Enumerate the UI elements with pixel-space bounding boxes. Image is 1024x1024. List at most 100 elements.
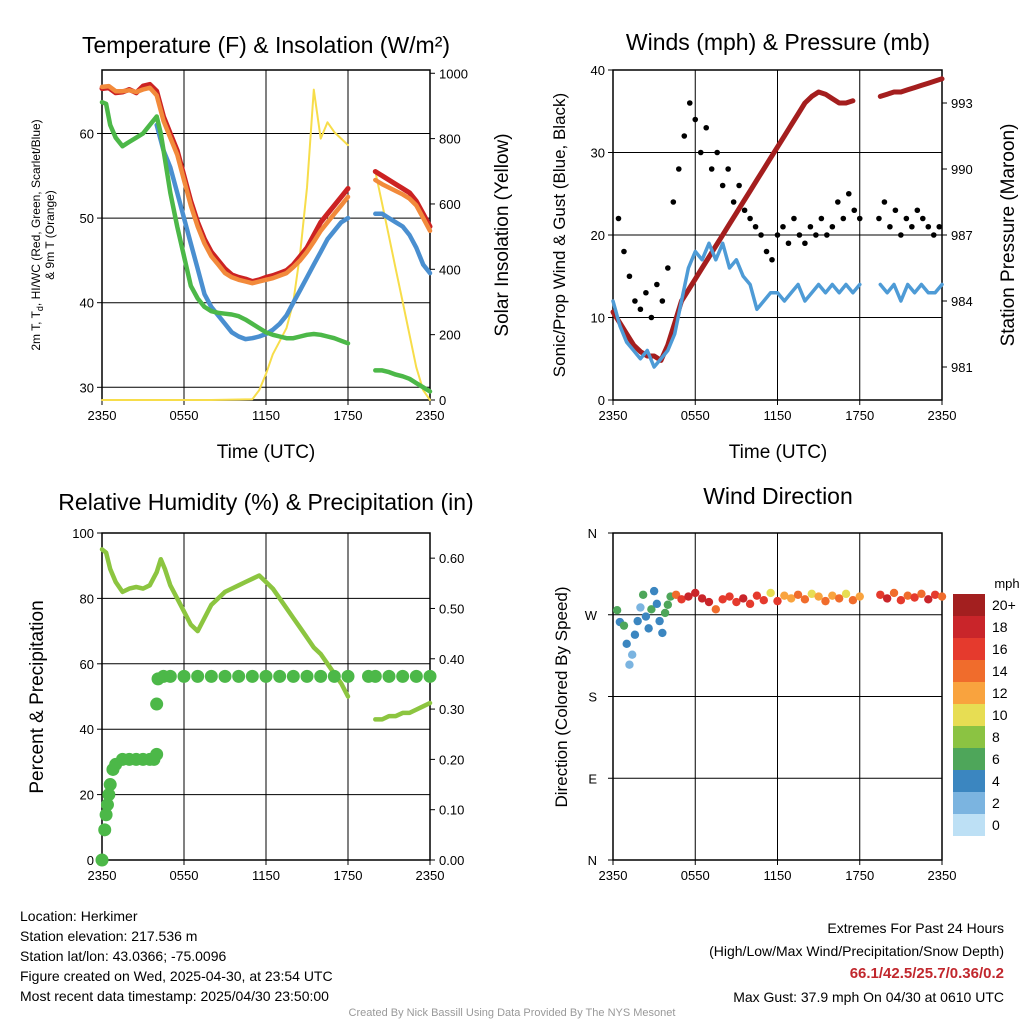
wdir-y-tick-label: S [588,690,597,705]
temp-series-scarlet_blue [154,122,351,342]
temp-y2-tick-label: 800 [439,132,461,147]
wind-direction-point [814,592,823,601]
temp-y2-tick-label: 1000 [439,66,468,81]
gust-point [769,256,775,263]
gust-point [780,223,786,230]
precip-point [163,669,177,683]
wind-direction-point [677,595,686,604]
wind-direction-point [622,639,631,649]
wind-direction-point [855,592,864,601]
rh-series-line [99,547,351,699]
wind-direction-point [649,586,659,596]
temp-series-scarlet_blue [373,211,433,276]
winds-y-axis-label: Sonic/Prop Wind & Gust (Blue, Black) [550,93,569,377]
winds-panel: 2350 0550 1150 1750 235001020304098198498799… [550,29,1019,463]
wind-direction-point [619,621,629,630]
wdir-x-tick-label: 2350 [928,868,957,883]
rh-series-line [373,700,433,722]
legend-swatch [953,770,985,792]
temp-y-tick-label: 50 [80,211,94,226]
gust-point [730,199,737,205]
gust-point [930,232,937,238]
gust-point [670,199,677,205]
wind-direction-point [704,597,714,607]
temp-y2-axis-label: Solar Insolation (Yellow) [492,133,513,336]
temp-series-green [373,368,433,394]
wind-direction-point [930,590,940,599]
rh-x-tick-label: 0550 [170,868,199,883]
precip-point [191,669,205,683]
winds-y-tick-label: 30 [591,146,605,161]
rh-y2-tick-label: 0.30 [439,702,464,717]
legend-swatch [953,660,985,682]
wind-direction-point [773,596,782,606]
winds-y-tick-label: 20 [591,228,605,243]
precip-point [218,669,232,683]
wind-direction-point [889,588,899,598]
rh-y2-tick-label: 0.00 [439,853,464,868]
temp-series-yellow [374,170,431,401]
temp-y-label-part1: 2m T, T [29,310,43,350]
winds-y-tick-label: 40 [591,63,605,78]
wind-direction-point [800,595,810,604]
temp-y2-tick-label: 600 [439,197,461,212]
rh-y-tick-label: 100 [72,526,94,541]
gust-point [835,199,841,205]
gust-point [785,240,792,247]
wind-direction-point [937,592,947,601]
gust-point [686,100,693,106]
gust-point [813,232,819,238]
temperature-panel: 2350 0550 1150 1750 235030405060020040060080… [29,32,513,463]
temp-x-tick-label: 1150 [252,408,280,423]
legend-label: 2 [992,795,1000,811]
legend-title: mph [994,576,1019,591]
wind-direction-point [882,594,892,603]
wind-direction-point [612,606,622,615]
footer-created: Figure created on Wed, 2025-04-30, at 23… [20,968,333,984]
wdir-y-axis-label: Direction (Colored By Speed) [552,586,571,807]
wind-direction-point [745,599,755,609]
wind-direction-point [630,630,640,639]
gust-point [648,314,655,321]
gust-point [665,265,671,271]
wind-direction-point [821,596,830,606]
rh-y-tick-label: 40 [80,722,94,737]
wind-direction-point [652,599,662,609]
precip-point [327,669,341,683]
legend-label: 16 [992,641,1008,657]
precip-point [382,669,396,683]
winds-series-maroon [610,89,856,363]
gust-point [936,223,943,230]
rh-y-axis-label: Percent & Precipitation [27,600,48,793]
winds-x-tick-label: 2350 [928,408,957,423]
precip-point [232,669,246,683]
rh-x-tick-label: 2350 [416,868,445,883]
wind-direction-point [711,605,721,614]
precip-point [99,808,113,822]
rh-y-tick-label: 20 [80,788,94,803]
gust-point [791,215,797,222]
gust-point [898,232,904,238]
precip-point [314,669,328,683]
gust-point [856,215,863,222]
legend-swatch [953,792,985,814]
rh-y-tick-label: 80 [80,591,94,606]
gust-point [824,232,830,238]
wind-direction-point [644,624,653,633]
wind-direction-point [903,591,912,600]
legend-label: 12 [992,685,1008,701]
gust-point [758,232,764,238]
legend-label: 18 [992,619,1008,635]
wdir-title: Wind Direction [703,483,853,509]
gust-point [881,199,888,205]
wind-direction-point [655,616,664,626]
winds-y-axis-label-group: Sonic/Prop Wind & Gust (Blue, Black) [550,93,569,377]
winds-x-tick-label: 2350 [599,408,628,423]
precip-point [177,669,191,683]
gust-point [725,166,731,172]
legend-label: 0 [992,817,1000,833]
wind-direction-point [766,588,775,598]
gust-point [920,215,926,222]
gust-point [802,240,808,247]
gust-point [925,223,932,230]
